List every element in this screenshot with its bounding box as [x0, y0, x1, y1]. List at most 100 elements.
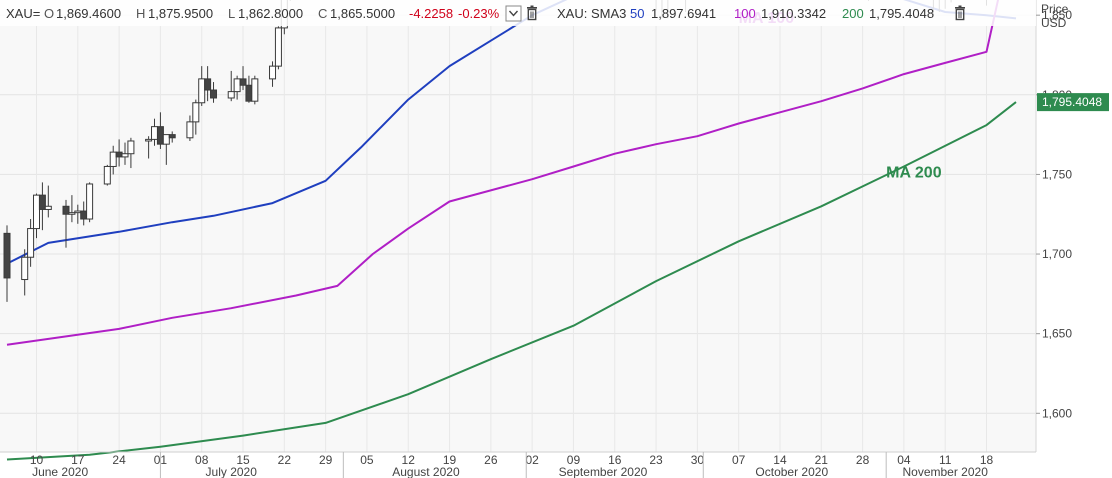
sma100-value: 1,910.3342 — [761, 6, 826, 21]
candle — [162, 134, 170, 165]
month-label: August 2020 — [392, 465, 460, 478]
candle — [103, 164, 111, 186]
candle-body — [210, 89, 218, 99]
date-tick-label: 29 — [319, 453, 333, 467]
candle-body — [86, 183, 94, 220]
open-value: 1,869.4600 — [56, 6, 121, 21]
chevron-down-icon[interactable] — [505, 5, 522, 22]
date-tick-label: 28 — [856, 453, 870, 467]
date-tick-label: 14 — [773, 453, 787, 467]
date-tick-label: 02 — [525, 453, 539, 467]
candle-body — [145, 138, 153, 142]
date-tick-label: 11 — [939, 453, 952, 467]
candle-body — [233, 78, 241, 93]
close-value: 1,865.5000 — [330, 6, 395, 21]
date-tick-label: 04 — [897, 453, 911, 467]
candle — [62, 199, 70, 248]
plot-background — [0, 0, 1036, 452]
candle-body — [204, 78, 212, 91]
open-label: O — [44, 6, 54, 21]
candle-body — [192, 102, 200, 123]
candlesticks[interactable] — [3, 0, 1019, 302]
candle-body — [127, 140, 135, 155]
date-tick-label: 05 — [360, 453, 374, 467]
trash-icon[interactable] — [527, 5, 537, 21]
candle-body — [109, 151, 117, 167]
candle — [3, 225, 11, 302]
candle — [168, 131, 176, 143]
month-label: July 2020 — [206, 465, 258, 478]
sma200-period: 200 — [842, 6, 864, 21]
candle — [269, 61, 277, 87]
candle-body — [121, 153, 129, 158]
candle-body — [33, 194, 41, 230]
price-axis-ticks: 1,6001,6501,7001,7501,8001,8501,9001,950… — [1036, 8, 1072, 420]
candle-body — [68, 212, 76, 215]
candle-body — [245, 84, 253, 102]
candle — [274, 26, 282, 70]
ma200-price-tag-box — [1037, 93, 1109, 112]
candle — [227, 70, 235, 102]
candle — [145, 136, 153, 159]
date-tick-label: 12 — [402, 453, 416, 467]
candle-body — [156, 126, 164, 145]
date-tick-label: 08 — [195, 453, 209, 467]
candle — [210, 82, 218, 103]
high-label: H — [136, 6, 145, 21]
trash-icon[interactable] — [955, 5, 965, 21]
price-axis-title: Price — [1041, 2, 1069, 16]
candle — [251, 75, 259, 105]
sma200-value: 1,795.4048 — [869, 6, 934, 21]
sma100-period: 100 — [734, 6, 756, 21]
date-tick-label: 21 — [815, 453, 829, 467]
candle-body — [186, 121, 194, 139]
candle-body — [62, 205, 70, 215]
candle-body — [103, 165, 111, 185]
candle — [204, 66, 212, 102]
candle-body — [269, 65, 277, 80]
price-tick-label: 1,850 — [1042, 8, 1072, 22]
price-tick-label: 1,600 — [1042, 406, 1072, 420]
low-label: L — [228, 6, 235, 21]
candle — [33, 193, 41, 239]
date-tick-label: 24 — [112, 453, 126, 467]
candle-body — [27, 228, 35, 258]
candle — [44, 185, 52, 218]
candle — [121, 142, 129, 165]
change-value: -4.2258 — [409, 6, 453, 21]
date-tick-label: 22 — [278, 453, 292, 467]
ma200-price-tag: 1,795.4048 — [1037, 93, 1109, 112]
candle-body — [239, 78, 247, 86]
date-tick-label: 17 — [71, 453, 85, 467]
candle — [239, 66, 247, 91]
date-tick-label: 30 — [691, 453, 705, 467]
month-label: October 2020 — [755, 465, 828, 478]
ohlc-header: XAU= O 1,869.4600 H 1,875.9500 L 1,862.8… — [0, 0, 1036, 26]
candle — [27, 219, 35, 267]
candle-body — [274, 27, 282, 67]
sma50-value: 1,897.6941 — [651, 6, 716, 21]
date-tick-label: 10 — [30, 453, 44, 467]
low-value: 1,862.8000 — [238, 6, 303, 21]
month-label: September 2020 — [559, 465, 648, 478]
date-tick-label: 16 — [608, 453, 622, 467]
date-tick-label: 07 — [732, 453, 746, 467]
candle — [38, 182, 46, 231]
ma200-price-tag-text: 1,795.4048 — [1042, 95, 1102, 109]
sma50-period: 50 — [630, 6, 644, 21]
candle — [127, 137, 135, 169]
candle-body — [21, 256, 29, 281]
candle-body — [44, 205, 52, 210]
ma200-annotation: MA 200 — [886, 165, 942, 182]
price-tick-label: 1,700 — [1042, 247, 1072, 261]
date-axis-ticks: 10 17 24 01 08 15 22 29 05 12 19 26 02 09 16 23 30 07 14 21… — [0, 451, 1036, 478]
candle-body — [251, 78, 259, 102]
price-axis-background — [1036, 0, 1112, 478]
candle-body — [162, 134, 170, 145]
sma-label: XAU: SMA3 — [557, 6, 626, 21]
change-percent: -0.23% — [458, 6, 500, 21]
price-tick-label: 1,650 — [1042, 327, 1072, 341]
date-tick-label: 19 — [443, 453, 457, 467]
